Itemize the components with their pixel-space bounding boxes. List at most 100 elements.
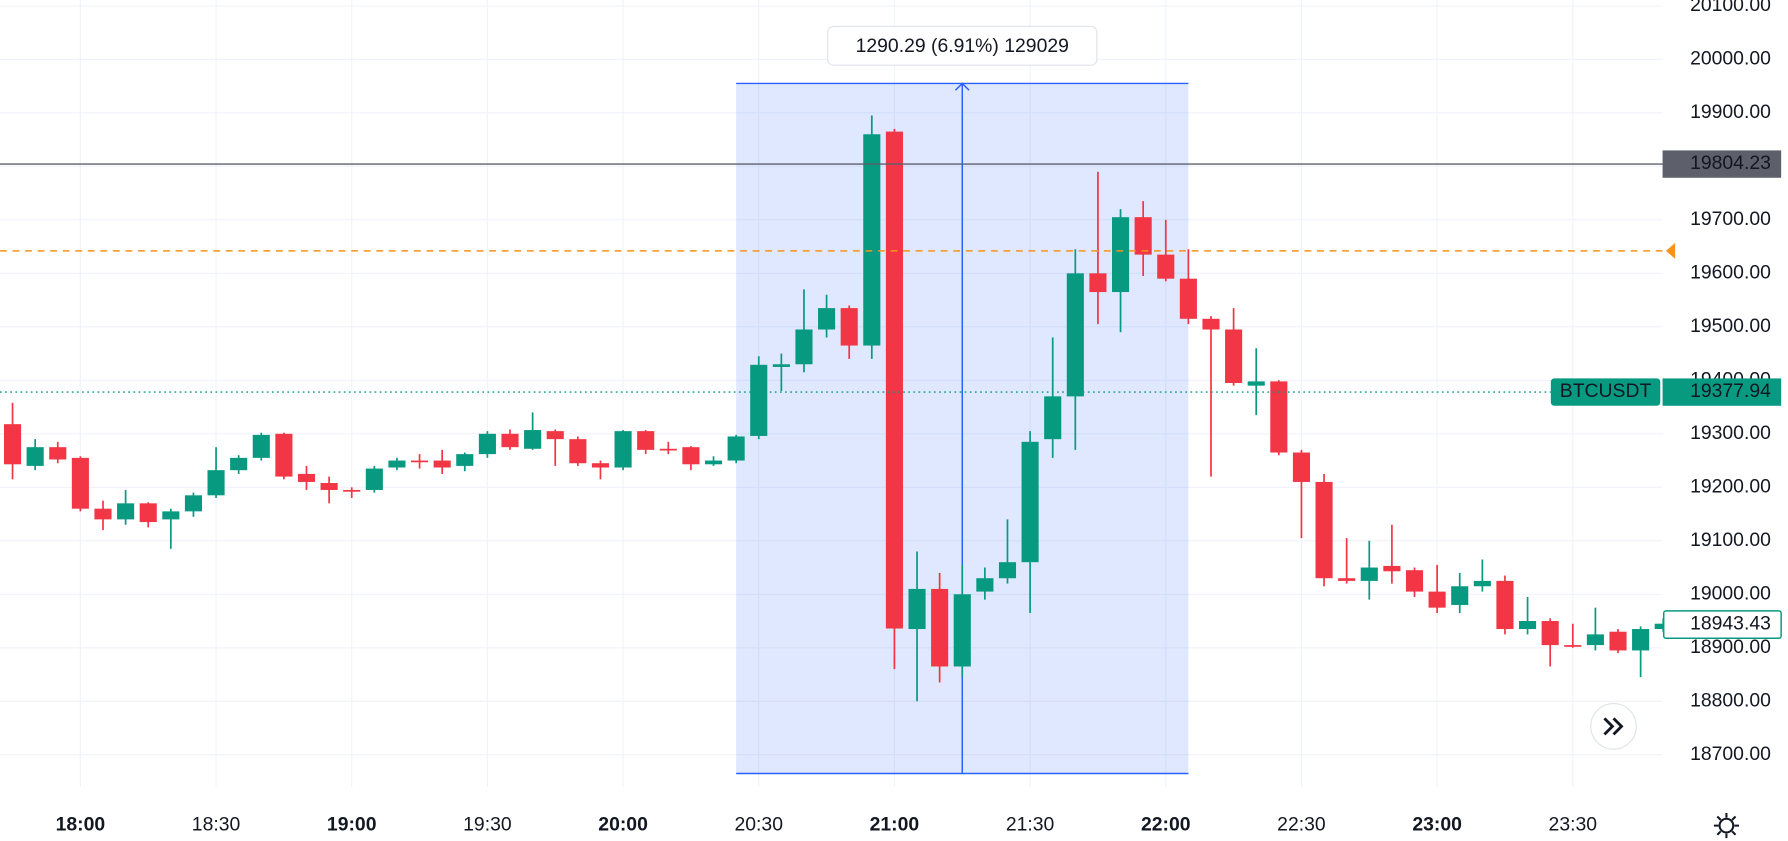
symbol-price-bg: [1662, 378, 1782, 406]
candle-body: [908, 588, 926, 630]
symbol-price: 19377.94: [1690, 380, 1771, 402]
candle-body: [1405, 570, 1424, 592]
y-tick-label: 19100.00: [1690, 529, 1771, 551]
candle-body: [1428, 591, 1446, 608]
candle-body: [795, 329, 813, 365]
candle-body: [1338, 578, 1356, 581]
candle-body: [207, 470, 225, 496]
candle-body: [230, 457, 248, 471]
candle-body: [71, 457, 89, 509]
candle-body: [1157, 254, 1175, 279]
x-tick-label: 22:30: [1277, 814, 1326, 836]
candle-body: [659, 448, 677, 451]
candle-body: [1564, 645, 1582, 647]
y-tick-label: 19700.00: [1690, 208, 1771, 230]
candle-body: [1021, 441, 1039, 563]
y-tick-label: 20100.00: [1690, 0, 1771, 16]
candle-body: [704, 460, 723, 465]
candle-body: [772, 364, 790, 367]
candle-body: [501, 433, 519, 448]
y-tick-label: 20000.00: [1690, 47, 1771, 69]
candle-body: [546, 431, 564, 440]
y-tick-label: 19600.00: [1690, 261, 1771, 283]
candle-body: [139, 503, 157, 523]
x-tick-label: 18:00: [56, 814, 106, 836]
y-tick-label: 19300.00: [1690, 422, 1771, 444]
candle-body: [637, 431, 655, 450]
candle-body: [885, 131, 903, 629]
candle-body: [1179, 278, 1197, 319]
y-tick-label: 18900.00: [1690, 636, 1771, 658]
candle-body: [1044, 396, 1062, 440]
gear-teeth[interactable]: [1713, 813, 1739, 839]
candle-body: [343, 489, 361, 492]
candle-body: [840, 308, 858, 346]
candle-body: [1609, 631, 1627, 651]
scroll-icon[interactable]: [1603, 717, 1624, 736]
candle-body: [1111, 217, 1130, 293]
candle-body: [1225, 329, 1243, 383]
candle-body: [727, 436, 745, 461]
candle-body: [1292, 452, 1310, 482]
candle-body: [818, 308, 836, 330]
settings-icon[interactable]: [1713, 813, 1739, 839]
candle-body: [456, 454, 474, 466]
gear-center[interactable]: [1718, 817, 1735, 834]
candle-body: [1202, 318, 1220, 330]
candle-body: [998, 562, 1017, 579]
candle-body: [1247, 381, 1265, 386]
candle-body: [863, 134, 881, 346]
measure-arrow-head: [954, 82, 970, 91]
candle-body: [1519, 621, 1537, 630]
measure-label: 1290.29 (6.91%) 129029: [856, 35, 1069, 57]
candle-body: [591, 463, 610, 468]
y-tick-label: 18700.00: [1690, 743, 1771, 765]
candle-body: [252, 434, 270, 458]
x-tick-label: 19:00: [327, 814, 377, 836]
horizontal-line-label: 19804.23: [1690, 152, 1771, 174]
candle-body: [26, 447, 44, 466]
candle-body: [931, 588, 949, 667]
candle-body: [320, 483, 338, 490]
symbol-tag-bg: [1550, 378, 1661, 406]
candle-body: [297, 473, 316, 482]
y-tick-label: 19500.00: [1690, 315, 1771, 337]
candle-body: [433, 460, 451, 468]
x-tick-label: 20:30: [734, 814, 783, 836]
candle-body: [275, 433, 293, 477]
y-tick-label: 19900.00: [1690, 101, 1771, 123]
candle-body: [614, 431, 632, 468]
candle-body: [1270, 381, 1288, 453]
candle-body: [953, 594, 971, 667]
candle-body: [569, 439, 587, 464]
candle-body: [682, 447, 700, 465]
horizontal-line-label-bg: [1662, 150, 1782, 178]
price-axis: 18700.00 18800.00 18900.00 19000.00 19100.00…: [56, 0, 1782, 836]
candle-body: [478, 433, 496, 455]
candle-body: [1066, 273, 1084, 397]
x-tick-label: 19:30: [463, 814, 512, 836]
candle-body: [1089, 273, 1107, 293]
scroll-button[interactable]: [1590, 703, 1637, 750]
candle-body: [750, 364, 768, 436]
y-tick-label: 19200.00: [1690, 475, 1771, 497]
overlays: BTCUSDT: [0, 163, 1663, 406]
y-tick-label: 18800.00: [1690, 689, 1771, 711]
candle-body: [1315, 481, 1333, 579]
measure-label-bg: [827, 25, 1098, 66]
candle-body: [3, 424, 22, 465]
x-tick-label: 23:00: [1412, 814, 1462, 836]
candle-body: [94, 508, 112, 520]
x-tick-label: 18:30: [192, 814, 241, 836]
candle-body: [1451, 586, 1469, 605]
candle-body: [1541, 621, 1559, 646]
candle-body: [162, 511, 180, 520]
last-price-bg: [1662, 610, 1782, 639]
candle-body: [1496, 580, 1514, 630]
candle-body: [365, 468, 383, 490]
alert-marker: [1665, 242, 1676, 259]
x-tick-label: 23:30: [1549, 814, 1598, 836]
candle-body: [1360, 567, 1378, 581]
candle-body: [117, 503, 135, 520]
